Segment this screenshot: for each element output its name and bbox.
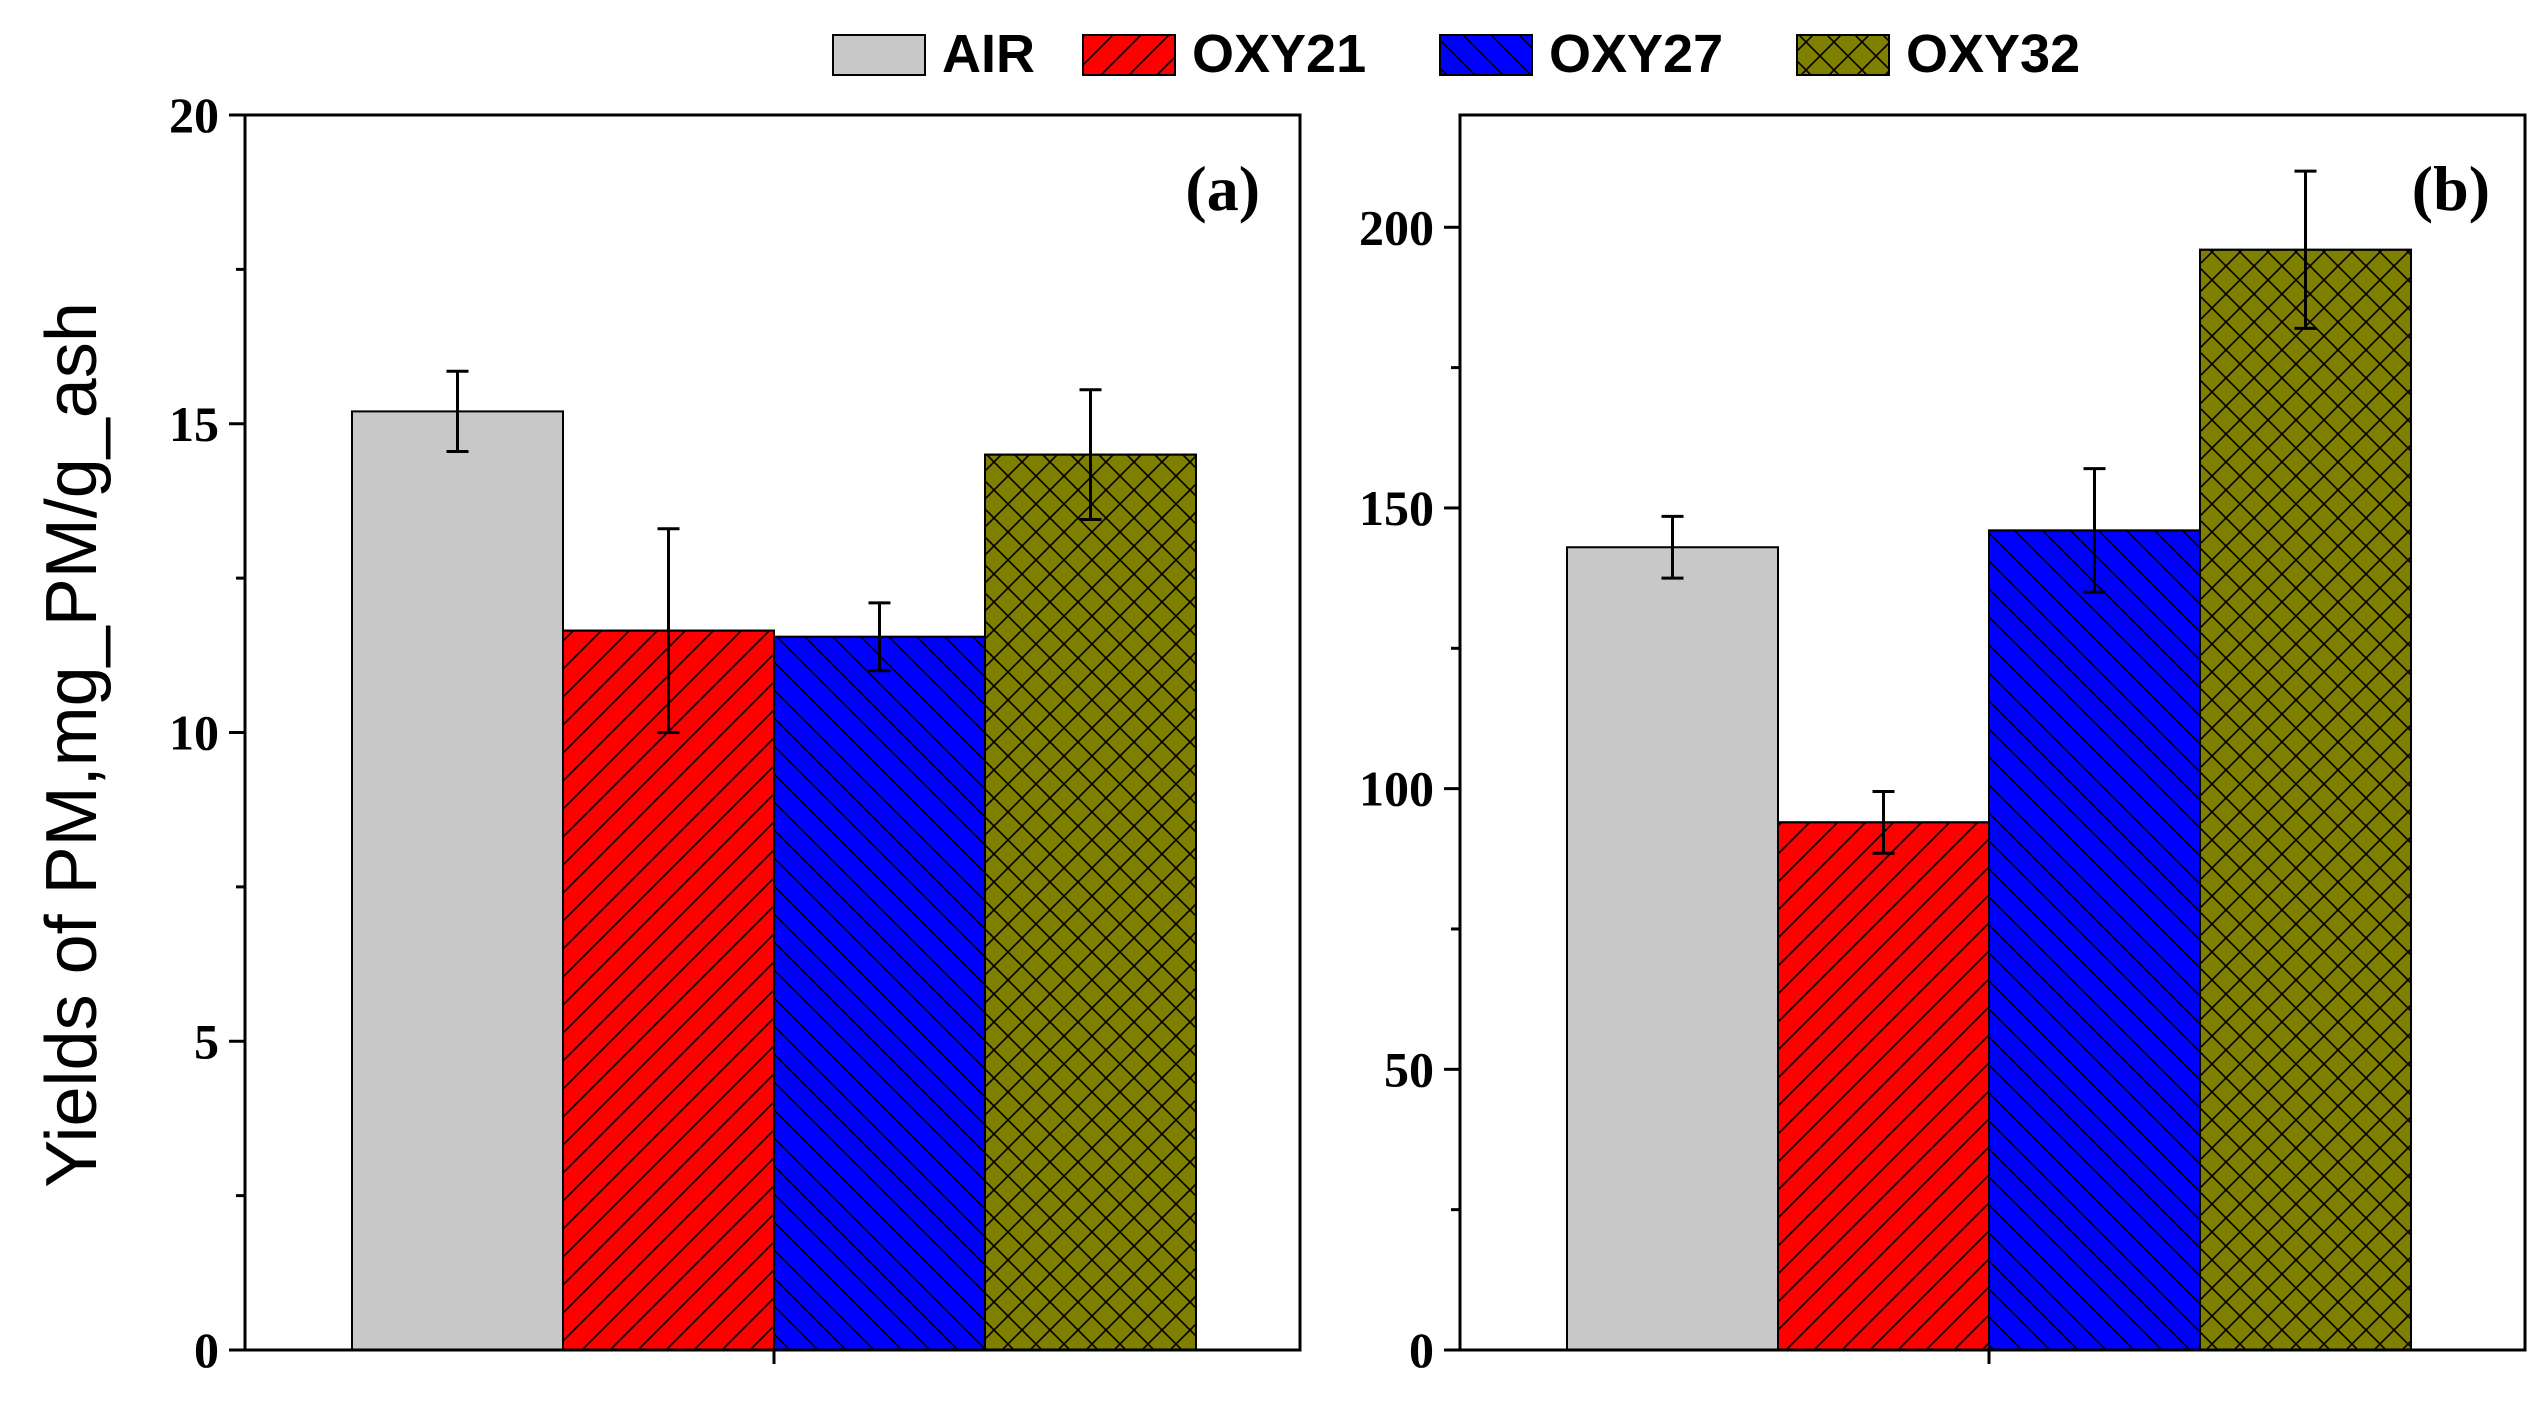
legend-entry-air: AIR <box>832 24 1035 84</box>
legend-label-air: AIR <box>942 24 1035 84</box>
bar-hatch-oxy32 <box>984 453 1197 1351</box>
bar-hatch-oxy21 <box>1777 821 1990 1351</box>
legend-swatch-oxy21-hatch <box>1082 34 1176 76</box>
y-tick-label: 100 <box>1359 761 1434 817</box>
bar-air <box>351 410 564 1351</box>
legend-entry-oxy32: OXY32 <box>1796 24 2080 84</box>
y-tick-label: 15 <box>169 396 219 452</box>
legend-label-oxy27: OXY27 <box>1549 24 1723 84</box>
y-axis-label: Yields of PM,mg_PM/g_ash <box>32 302 112 1188</box>
legend-swatch-air <box>832 34 926 76</box>
legend-entry-oxy27: OXY27 <box>1439 24 1723 84</box>
y-tick-label: 200 <box>1359 199 1434 255</box>
plot-frame <box>1458 113 2527 1352</box>
legend-swatch-oxy32-hatch <box>1796 34 1890 76</box>
y-tick-label: 0 <box>1409 1322 1434 1378</box>
bar-hatch-oxy27 <box>773 635 986 1351</box>
y-tick-label: 0 <box>194 1322 219 1378</box>
panel-label: (a) <box>1185 153 1260 224</box>
legend: AIR OXY21 OXY27 OXY32 <box>832 24 2080 84</box>
legend-label-oxy32: OXY32 <box>1906 24 2080 84</box>
bar-hatch-oxy32 <box>2199 248 2412 1351</box>
y-tick-label: 10 <box>169 705 219 761</box>
bar-air <box>1566 546 1779 1351</box>
panel-b: 0 50 100 150 200 (b) <box>1359 113 2527 1378</box>
y-tick-label: 20 <box>169 87 219 143</box>
panel-label: (b) <box>2412 153 2490 224</box>
y-tick-label: 50 <box>1384 1041 1434 1097</box>
y-tick-label: 150 <box>1359 480 1434 536</box>
legend-swatch-oxy27-hatch <box>1439 34 1533 76</box>
y-tick-label: 5 <box>194 1013 219 1069</box>
bar-hatch-oxy21 <box>562 629 775 1351</box>
legend-entry-oxy21: OXY21 <box>1082 24 1366 84</box>
legend-label-oxy21: OXY21 <box>1192 24 1366 84</box>
panel-a: 0 5 10 15 20 (a) <box>169 87 1302 1378</box>
bar-hatch-oxy27 <box>1988 529 2201 1351</box>
